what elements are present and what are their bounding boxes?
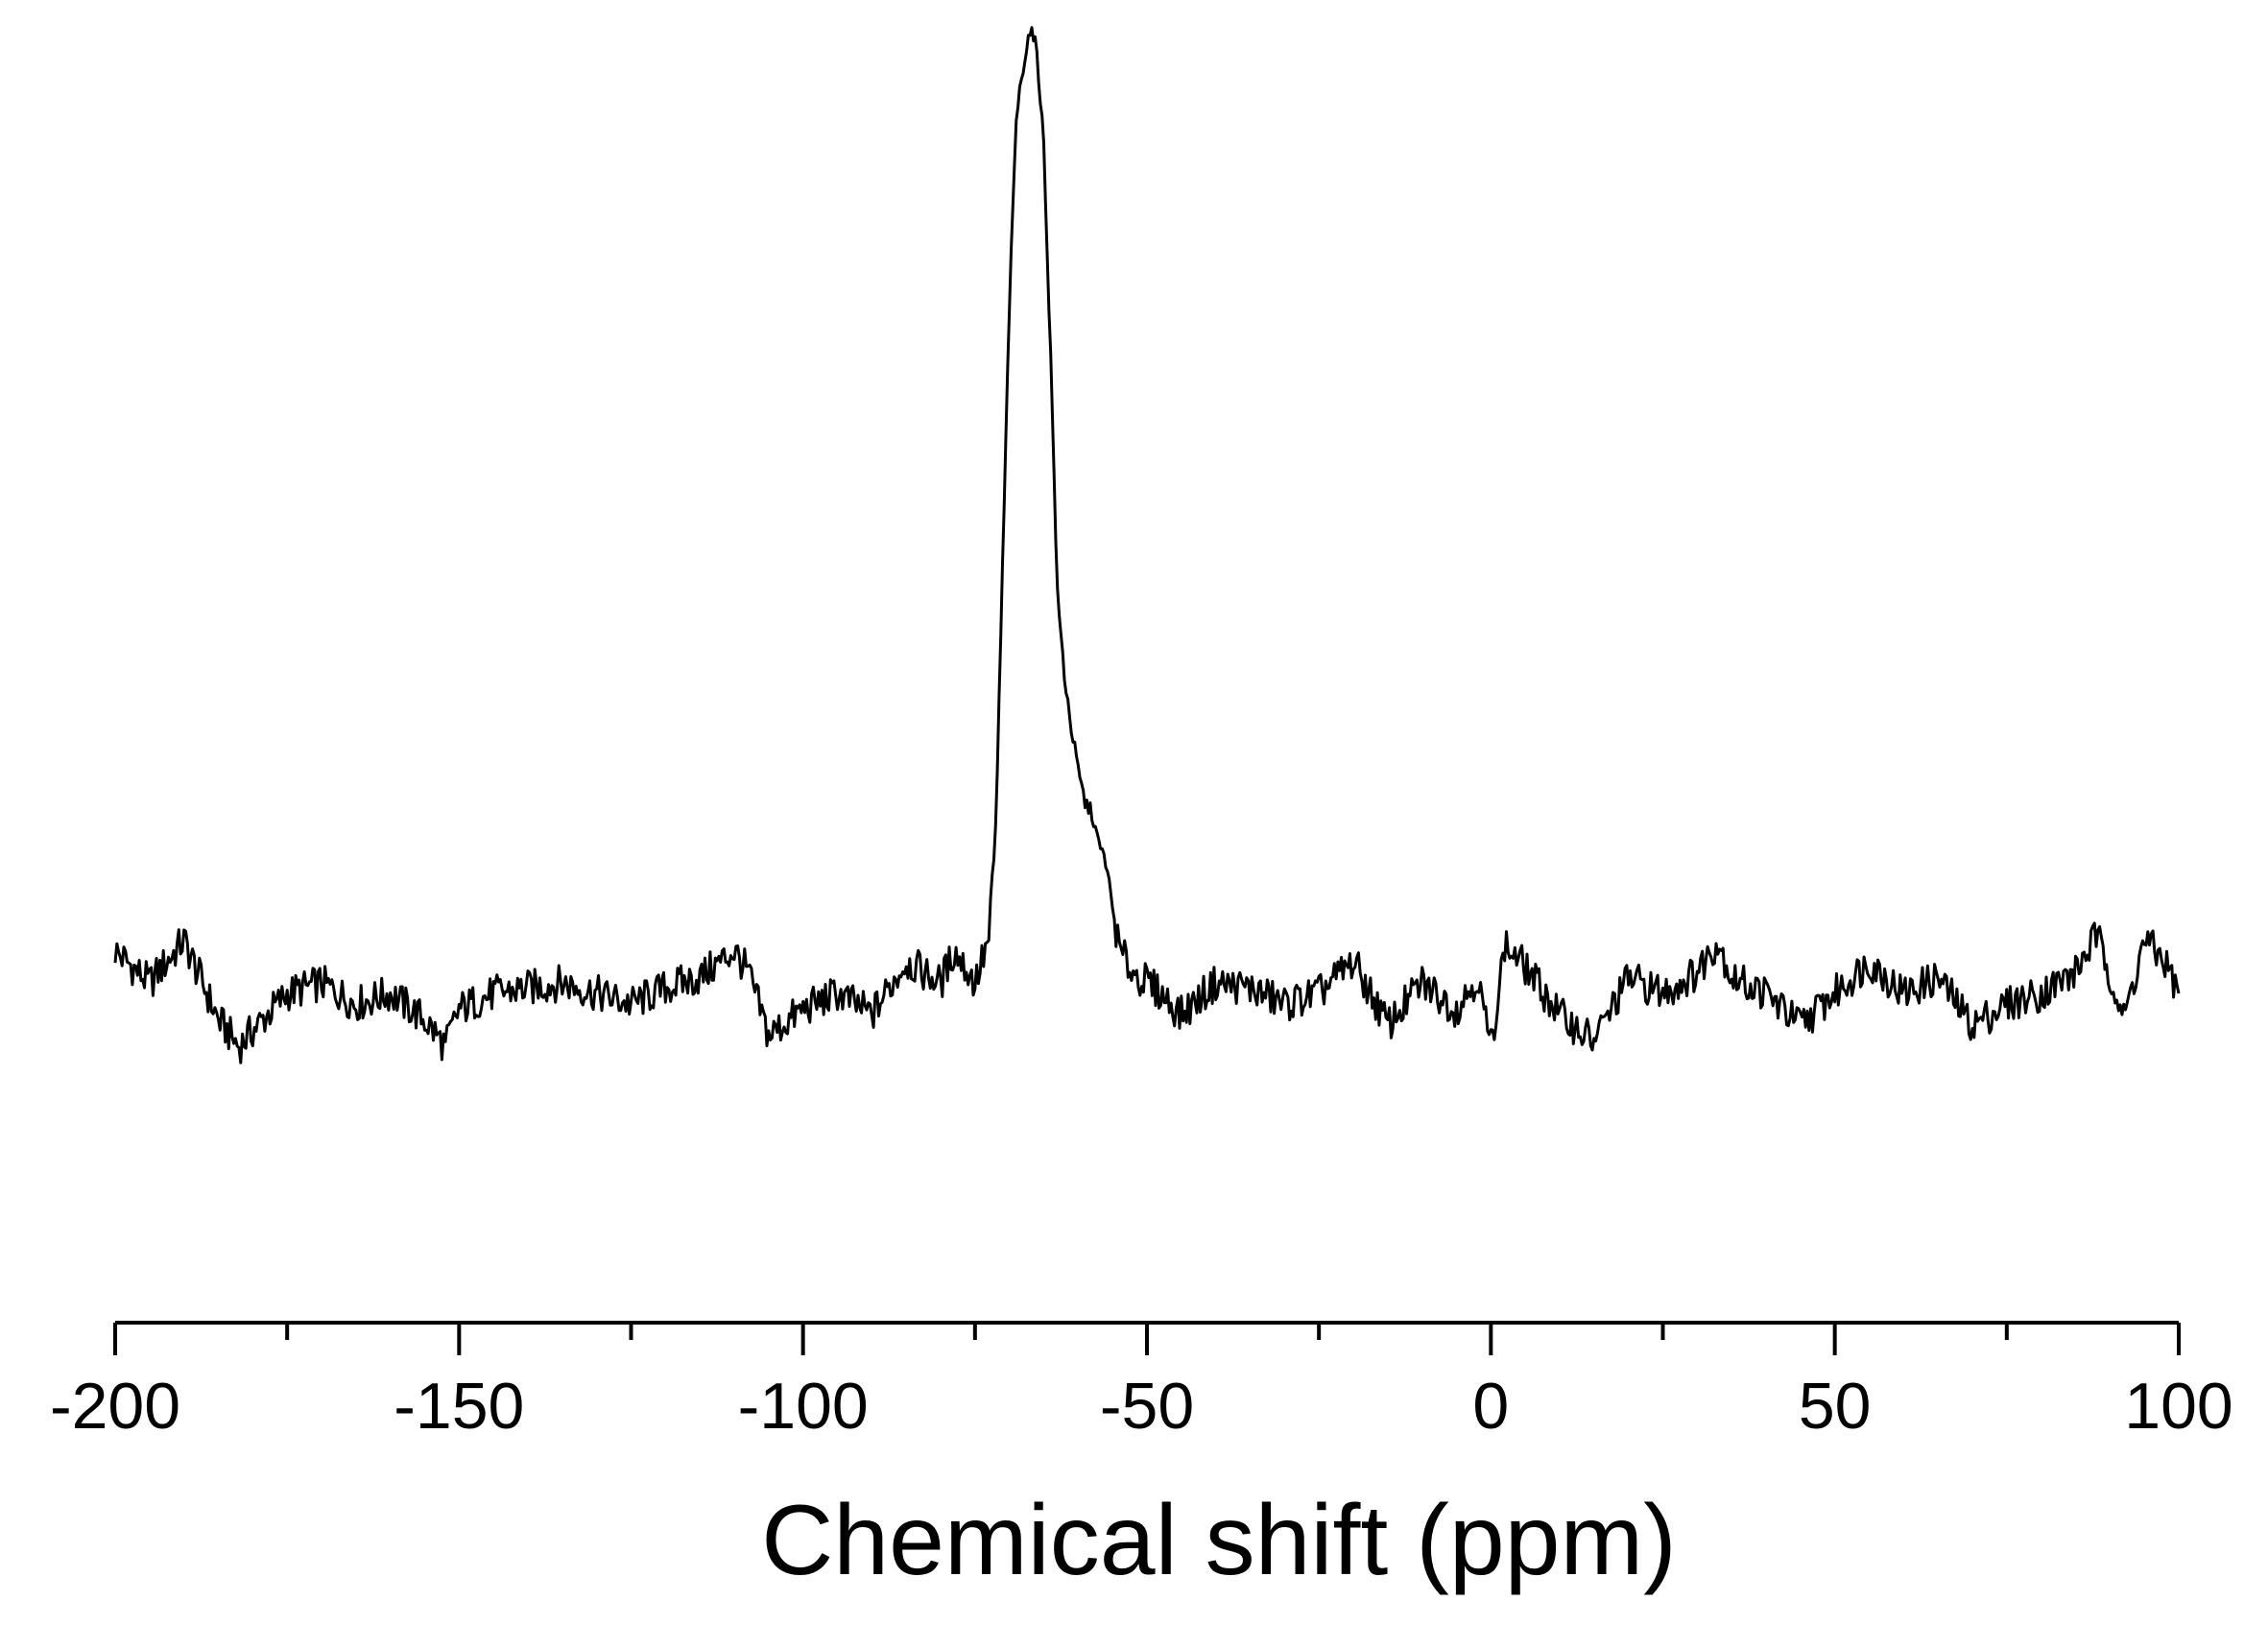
x-tick-label: -150: [394, 1370, 524, 1443]
x-axis-title: Chemical shift (ppm): [761, 1485, 1677, 1596]
x-tick-label: 50: [1799, 1370, 1872, 1443]
plot-area: [113, 26, 2181, 1064]
x-axis: -200 -150 -100 -50 0 50 100: [50, 1321, 2233, 1443]
x-tick-label: -50: [1100, 1370, 1194, 1443]
x-tick-label: 0: [1472, 1370, 1509, 1443]
x-tick-label: -100: [738, 1370, 869, 1443]
x-tick-label: 100: [2124, 1370, 2232, 1443]
x-tick-label: -200: [50, 1370, 180, 1443]
spectrum-line: [113, 26, 2181, 1064]
